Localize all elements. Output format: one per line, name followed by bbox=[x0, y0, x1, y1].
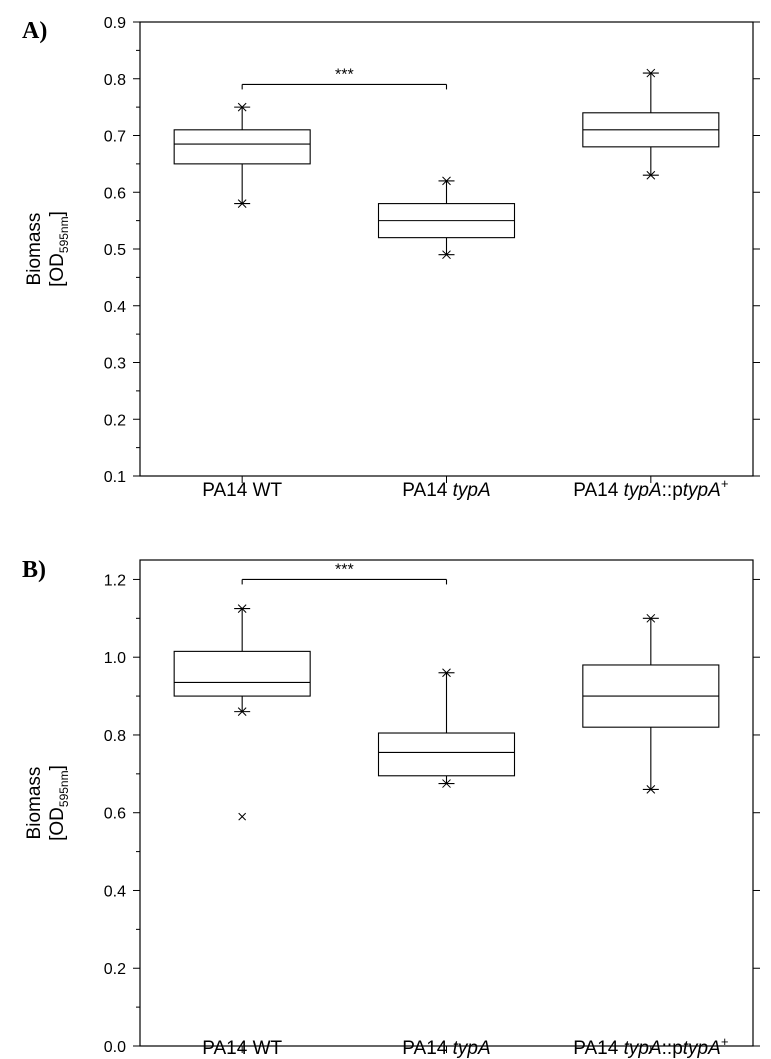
y-tick-label: 0.4 bbox=[104, 299, 126, 316]
x-category-label: PA14 typA::ptypA+ bbox=[573, 476, 729, 501]
x-category-label: PA14 typA bbox=[402, 480, 490, 501]
y-tick-label: 0.5 bbox=[104, 242, 126, 259]
y-tick-label: 0.7 bbox=[104, 129, 126, 146]
y-tick-label: 0.2 bbox=[104, 412, 126, 429]
y-tick-label: 0.9 bbox=[104, 15, 126, 32]
max-marker bbox=[237, 102, 247, 112]
min-marker bbox=[646, 785, 656, 794]
x-category-label: PA14 WT bbox=[202, 480, 282, 501]
y-tick-label: 0.6 bbox=[104, 806, 126, 823]
y-tick-label: 0.8 bbox=[104, 728, 126, 745]
y-axis-unit: [OD595nm] bbox=[47, 211, 71, 287]
significance-label: *** bbox=[335, 561, 354, 578]
panel-label: A) bbox=[22, 18, 47, 44]
min-marker bbox=[237, 707, 247, 716]
outlier-point bbox=[238, 812, 247, 821]
box-iqr bbox=[173, 650, 311, 697]
y-tick-label: 0.4 bbox=[104, 883, 126, 900]
box-1 bbox=[173, 604, 311, 821]
plot-frame bbox=[139, 559, 754, 1047]
box-iqr bbox=[173, 129, 311, 165]
x-category-label: PA14 typA::ptypA+ bbox=[573, 1034, 729, 1059]
box-3 bbox=[582, 613, 720, 794]
y-tick-label: 0.3 bbox=[104, 356, 126, 373]
y-tick-label: 0.8 bbox=[104, 72, 126, 89]
y-axis-label: Biomass bbox=[24, 767, 45, 840]
min-marker bbox=[442, 779, 451, 788]
y-tick-label: 1.0 bbox=[104, 650, 126, 667]
y-tick-label: 0.0 bbox=[104, 1039, 126, 1056]
max-marker bbox=[646, 613, 656, 623]
panel-label: B) bbox=[22, 557, 46, 583]
max-marker bbox=[646, 68, 656, 78]
box-2 bbox=[377, 668, 516, 788]
y-tick-label: 0.2 bbox=[104, 961, 126, 978]
min-marker bbox=[442, 250, 451, 260]
max-marker bbox=[442, 668, 451, 678]
significance-label: *** bbox=[335, 66, 354, 83]
y-tick-label: 1.2 bbox=[104, 572, 126, 589]
y-axis-label: Biomass bbox=[24, 213, 45, 286]
x-category-label: PA14 WT bbox=[202, 1038, 282, 1059]
y-tick-label: 0.1 bbox=[104, 469, 126, 486]
box-3 bbox=[582, 68, 720, 180]
panel-b: B) 0.0 0.2 0.4 0.6 0.8 1.0 1.2 Biomass [OD595nm] P… bbox=[22, 557, 760, 1059]
y-tick-label: 0.6 bbox=[104, 185, 126, 202]
box-1 bbox=[173, 102, 311, 208]
max-marker bbox=[237, 604, 247, 613]
min-marker bbox=[646, 170, 656, 180]
min-marker bbox=[237, 199, 247, 208]
max-marker bbox=[442, 176, 451, 186]
y-axis-unit: [OD595nm] bbox=[47, 765, 71, 841]
panel-a: A) 0.1 0.2 0.3 0.4 0.5 0.6 0.7 0.8 0.9 Biomass [OD5… bbox=[22, 15, 760, 501]
box-iqr bbox=[377, 732, 516, 777]
x-category-label: PA14 typA bbox=[402, 1038, 490, 1059]
box-2 bbox=[377, 176, 516, 260]
